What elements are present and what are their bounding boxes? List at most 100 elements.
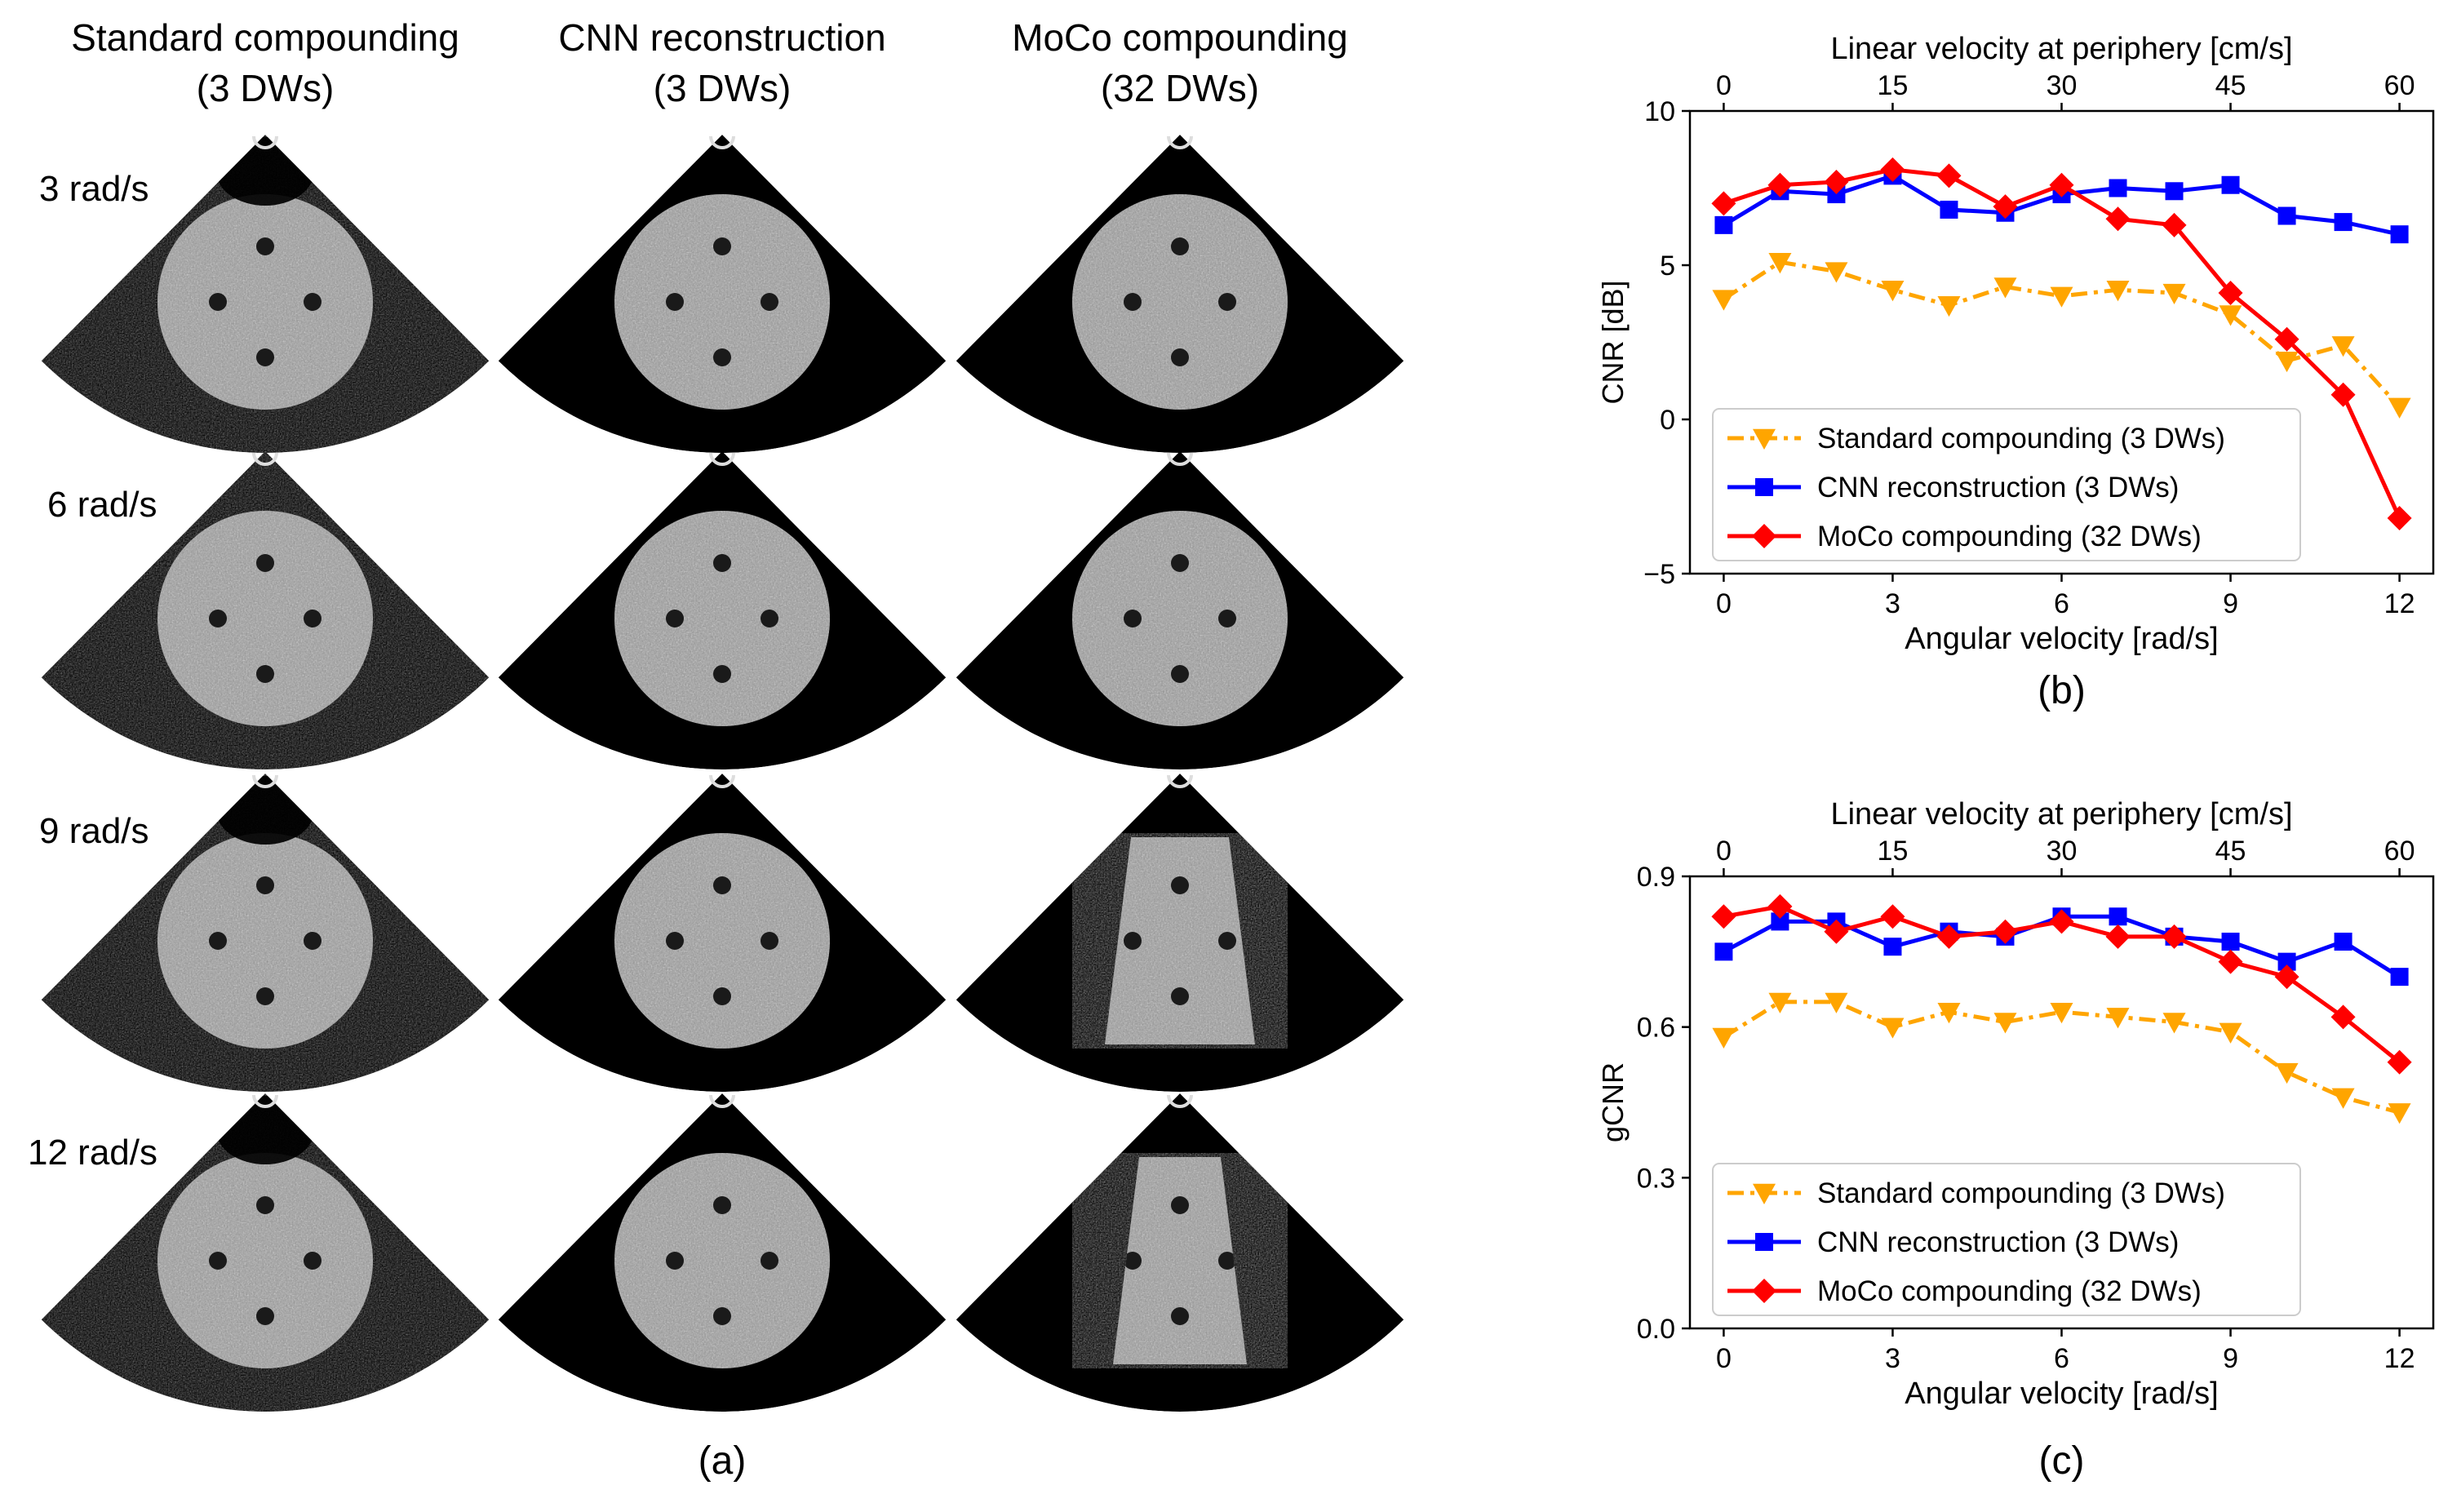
legend-label: CNN reconstruction (3 DWs)	[1817, 472, 2179, 503]
column-title-cnn-line2: (3 DWs)	[654, 67, 792, 109]
data-point	[1993, 919, 2018, 944]
data-point	[1767, 172, 1793, 197]
cyst-inclusion	[713, 237, 731, 255]
y-tick-label: 10	[1644, 96, 1675, 127]
chart-gcnr: 0 3 6 9 12 0 15 30 45 60 0.0 0.3 0.6 0.9 Angular veloc…	[1596, 797, 2435, 1483]
cyst-inclusion	[1171, 348, 1189, 366]
phantom-disk	[1113, 1157, 1247, 1364]
cyst-inclusion	[209, 1252, 227, 1270]
data-point	[1937, 1003, 1961, 1024]
legend: Standard compounding (3 DWs) CNN reconstr…	[1712, 1163, 2301, 1316]
y-axis-label: gCNR	[1596, 1062, 1630, 1142]
ultrasound-image-r0-c2	[956, 135, 1404, 453]
data-point	[1993, 194, 2018, 219]
legend-marker	[1755, 1233, 1773, 1251]
data-point	[1712, 1027, 1736, 1049]
data-point	[1940, 200, 1958, 219]
data-point	[1881, 281, 1905, 302]
series-0	[1712, 992, 2411, 1124]
data-point	[2330, 382, 2356, 407]
ultrasound-image-r0-c1	[498, 135, 947, 453]
phantom-disk	[1105, 837, 1255, 1044]
data-point	[2221, 933, 2240, 951]
data-point	[1714, 215, 1733, 234]
data-point	[2162, 924, 2187, 949]
series-2	[1711, 893, 2412, 1075]
data-point	[1880, 157, 1905, 182]
data-point	[1768, 992, 1792, 1013]
x2-tick-label: 60	[2384, 836, 2415, 867]
chart-cnr: 0 3 6 9 12 0 15 30 45 60 −5 0 5 10 Angular velocity [r…	[1596, 32, 2435, 712]
transducer-arc	[1167, 135, 1193, 149]
phantom-disk	[1072, 194, 1288, 410]
x2-tick-label: 60	[2384, 70, 2415, 101]
x-tick-label: 12	[2384, 588, 2415, 619]
x2-tick-label: 45	[2215, 836, 2246, 867]
row-label-3: 3 rad/s	[39, 169, 149, 209]
data-point	[2106, 281, 2130, 302]
panel-a: Standard compounding (3 DWs) CNN reconst…	[28, 16, 1404, 1483]
column-title-standard-line1: Standard compounding	[71, 16, 459, 59]
data-point	[2275, 1062, 2299, 1084]
data-point	[2277, 952, 2296, 971]
x2-tick-label: 45	[2215, 70, 2246, 101]
cyst-inclusion	[256, 1307, 274, 1325]
series-line	[1723, 259, 2401, 409]
cyst-inclusion	[713, 1307, 731, 1325]
data-point	[1824, 169, 1849, 194]
data-point	[2387, 505, 2412, 530]
cyst-inclusion	[1218, 610, 1236, 627]
cyst-inclusion	[713, 554, 731, 572]
caption-a: (a)	[698, 1439, 747, 1483]
legend-marker	[1753, 1183, 1776, 1204]
column-title-standard-line2: (3 DWs)	[197, 67, 335, 109]
x-axis-label: Angular velocity [rad/s]	[1905, 622, 2218, 656]
series-0	[1712, 253, 2411, 419]
cyst-inclusion	[713, 348, 731, 366]
cyst-inclusion	[209, 932, 227, 950]
cyst-inclusion	[256, 348, 274, 366]
transducer-arc	[709, 135, 735, 149]
column-title-moco-line2: (32 DWs)	[1101, 67, 1259, 109]
y-tick-label: 5	[1660, 251, 1675, 282]
y-tick-label: 0.0	[1637, 1314, 1675, 1345]
data-point	[1883, 938, 1902, 956]
row-label-6: 6 rad/s	[47, 485, 157, 525]
legend-marker	[1752, 524, 1776, 548]
cyst-inclusion	[1171, 665, 1189, 683]
data-point	[2218, 281, 2243, 306]
cyst-inclusion	[304, 610, 322, 627]
cyst-inclusion	[666, 1252, 684, 1270]
ultrasound-image-r3-c2	[956, 1093, 1404, 1412]
x2-tick-label: 15	[1878, 70, 1909, 101]
legend-label: MoCo compounding (32 DWs)	[1817, 1275, 2202, 1307]
x-tick-label: 9	[2223, 1343, 2238, 1374]
data-point	[2334, 213, 2353, 232]
data-point	[2331, 336, 2355, 357]
data-point	[1714, 942, 1733, 961]
legend-label: MoCo compounding (32 DWs)	[1817, 521, 2202, 552]
data-point	[2277, 206, 2296, 225]
data-point	[1825, 992, 1848, 1013]
data-point	[2165, 182, 2184, 201]
cyst-inclusion	[666, 610, 684, 627]
cyst-inclusion	[666, 932, 684, 950]
data-point	[2330, 1004, 2356, 1030]
x-tick-label: 3	[1885, 1343, 1900, 1374]
cyst-inclusion	[1218, 293, 1236, 311]
transducer-arc	[252, 135, 278, 149]
data-point	[1827, 185, 1846, 204]
cyst-inclusion	[209, 610, 227, 627]
x-tick-label: 6	[2054, 1343, 2069, 1374]
phantom-disk	[157, 194, 373, 410]
cyst-inclusion	[256, 237, 274, 255]
column-title-moco-line1: MoCo compounding	[1012, 16, 1348, 59]
x-tick-label: 6	[2054, 588, 2069, 619]
x2-axis-label: Linear velocity at periphery [cm/s]	[1830, 797, 2292, 831]
data-point	[2049, 909, 2074, 934]
ultrasound-image-r3-c1	[498, 1093, 947, 1412]
x-tick-label: 0	[1716, 588, 1732, 619]
x2-tick-label: 0	[1716, 836, 1732, 867]
cyst-inclusion	[713, 665, 731, 683]
